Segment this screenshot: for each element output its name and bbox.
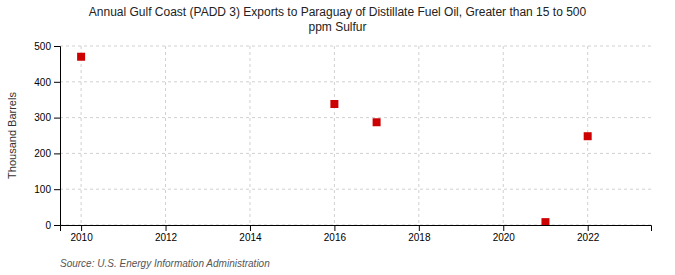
y-tick-label: 400	[34, 77, 51, 88]
y-tick: 200	[34, 148, 60, 159]
x-tick-label: 2010	[70, 232, 93, 243]
y-tick-mark	[54, 189, 60, 190]
y-tick-label: 0	[45, 220, 51, 231]
y-axis-line	[54, 47, 61, 226]
y-tick-mark	[54, 82, 60, 83]
source: Source: U.S. Energy Information Administ…	[60, 258, 270, 269]
y-tick: 400	[34, 77, 60, 88]
x-tick: 2012	[155, 225, 178, 243]
point	[373, 118, 381, 126]
x-tick-label: 2022	[577, 232, 600, 243]
x-tick-label: 2016	[324, 232, 347, 243]
x-tick: 2010	[70, 225, 93, 243]
y-tick: 0	[45, 220, 60, 231]
x-tick-mark	[419, 225, 420, 231]
x-axis-line	[61, 226, 652, 232]
x-tick-mark	[334, 225, 335, 231]
x-tick-label: 2018	[408, 232, 431, 243]
y-grid-line	[60, 153, 651, 154]
x-grid-line	[418, 46, 419, 225]
y-tick-mark	[54, 46, 60, 47]
x-tick-mark	[588, 225, 589, 231]
x-grid-line	[165, 46, 166, 225]
y-tick-mark	[54, 153, 60, 154]
y-tick-label: 300	[34, 112, 51, 123]
y-tick-mark	[54, 225, 60, 226]
y-tick-label: 200	[34, 148, 51, 159]
point	[77, 53, 85, 61]
grid	[60, 46, 651, 225]
y-tick-label: 500	[34, 41, 51, 52]
x-tick-label: 2014	[239, 232, 262, 243]
x-tick: 2018	[408, 225, 431, 243]
x-grid-line	[81, 46, 82, 225]
x-tick-mark	[81, 225, 82, 231]
x-grid-line	[503, 46, 504, 225]
x-tick-mark	[503, 225, 504, 231]
point	[584, 132, 592, 140]
x-tick-label: 2020	[493, 232, 516, 243]
x-tick-mark	[250, 225, 251, 231]
y-tick: 100	[34, 184, 60, 195]
points	[77, 53, 592, 225]
y-tick: 300	[34, 112, 60, 123]
y-axis-label: Thousand Barrels	[6, 92, 18, 179]
x-tick: 2014	[239, 225, 262, 243]
y-tick-label: 100	[34, 184, 51, 195]
chart-container: 2010 2012 2014 2016 2018 2020 2022 0 100 200 300 40…	[0, 0, 675, 275]
y-axis: 0 100 200 300 400 500	[34, 41, 60, 231]
point	[330, 100, 338, 108]
y-tick-mark	[54, 118, 60, 119]
point	[541, 218, 549, 225]
x-axis: 2010 2012 2014 2016 2018 2020 2022	[61, 225, 652, 243]
title: Annual Gulf Coast (PADD 3) Exports to Pa…	[89, 5, 587, 34]
x-grid-line	[249, 46, 250, 225]
x-tick: 2016	[324, 225, 347, 243]
y-grid-line	[60, 81, 651, 82]
x-tick-label: 2012	[155, 232, 178, 243]
x-tick-mark	[166, 225, 167, 231]
x-tick: 2022	[577, 225, 600, 243]
y-grid-line	[60, 189, 651, 190]
y-tick: 500	[34, 41, 60, 52]
y-grid-line	[60, 117, 651, 118]
chart: 2010 2012 2014 2016 2018 2020 2022 0 100 200 300 40…	[0, 0, 675, 275]
x-grid-line	[334, 46, 335, 225]
y-grid-line	[60, 46, 651, 47]
x-tick: 2020	[493, 225, 516, 243]
